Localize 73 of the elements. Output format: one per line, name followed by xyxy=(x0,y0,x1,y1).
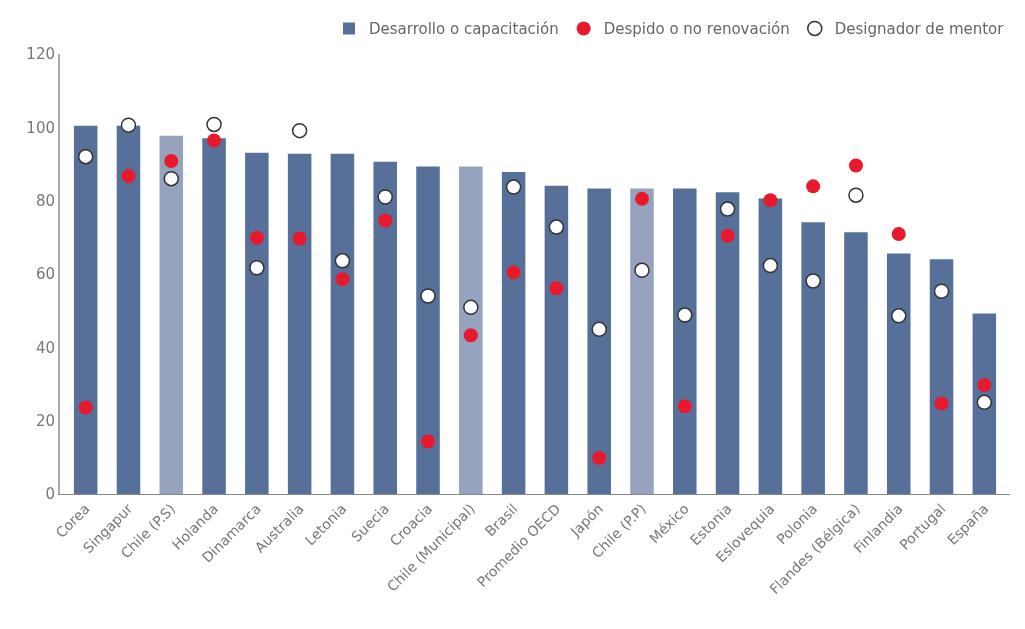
point xyxy=(421,434,436,449)
point xyxy=(976,394,993,411)
bar xyxy=(673,188,697,494)
point xyxy=(806,179,821,194)
y-tick-label: 120 xyxy=(26,45,55,64)
legend-label: Desarrollo o capacitación xyxy=(369,20,559,39)
point xyxy=(378,213,393,228)
legend-label: Designador de mentor xyxy=(834,20,1005,39)
bar xyxy=(758,198,783,494)
y-tick-label: 80 xyxy=(35,191,55,210)
point xyxy=(848,158,863,173)
point xyxy=(292,231,307,246)
point xyxy=(720,228,735,243)
point xyxy=(163,170,180,187)
point xyxy=(592,451,607,466)
point xyxy=(762,257,779,274)
point xyxy=(77,148,94,165)
bar xyxy=(373,161,397,494)
point xyxy=(207,133,222,148)
y-tick-label: 0 xyxy=(45,485,55,504)
bar xyxy=(287,153,312,494)
bar xyxy=(844,232,868,494)
point xyxy=(249,260,265,276)
bar xyxy=(116,125,141,494)
point xyxy=(763,193,778,208)
point xyxy=(634,262,650,279)
bar xyxy=(544,185,569,494)
y-tick-label: 20 xyxy=(35,411,55,430)
point xyxy=(420,288,436,304)
bar xyxy=(73,125,98,494)
y-tick-label: 40 xyxy=(35,338,55,357)
point xyxy=(677,399,692,414)
point xyxy=(805,273,821,289)
bar xyxy=(929,259,954,494)
point xyxy=(505,179,522,195)
point xyxy=(506,265,521,280)
bar xyxy=(587,188,611,494)
point xyxy=(121,169,136,184)
bar xyxy=(801,222,825,494)
point xyxy=(549,281,564,296)
point xyxy=(120,117,137,133)
point xyxy=(548,219,565,235)
bar xyxy=(459,166,483,494)
point xyxy=(78,400,93,415)
bar xyxy=(972,313,997,494)
bar xyxy=(630,188,654,494)
point xyxy=(463,299,479,316)
bar xyxy=(202,138,226,494)
bar xyxy=(715,192,740,494)
point xyxy=(634,191,649,206)
point xyxy=(891,227,906,242)
point xyxy=(334,253,351,269)
point xyxy=(677,307,693,323)
point xyxy=(719,201,736,217)
point xyxy=(249,230,264,245)
bar xyxy=(245,152,269,494)
bar xyxy=(159,135,184,494)
point xyxy=(591,321,607,338)
point xyxy=(933,283,950,299)
bar xyxy=(330,153,355,494)
point xyxy=(934,396,949,411)
bar xyxy=(501,172,526,494)
point xyxy=(164,154,179,169)
y-tick-label: 100 xyxy=(26,118,55,137)
point xyxy=(977,378,992,393)
legend-label: Despido o no renovación xyxy=(603,20,790,39)
point xyxy=(335,272,350,287)
y-tick-label: 60 xyxy=(35,265,55,284)
bar xyxy=(886,253,911,494)
bar xyxy=(416,166,440,494)
point xyxy=(891,308,907,324)
point xyxy=(463,328,478,343)
point xyxy=(377,189,393,205)
